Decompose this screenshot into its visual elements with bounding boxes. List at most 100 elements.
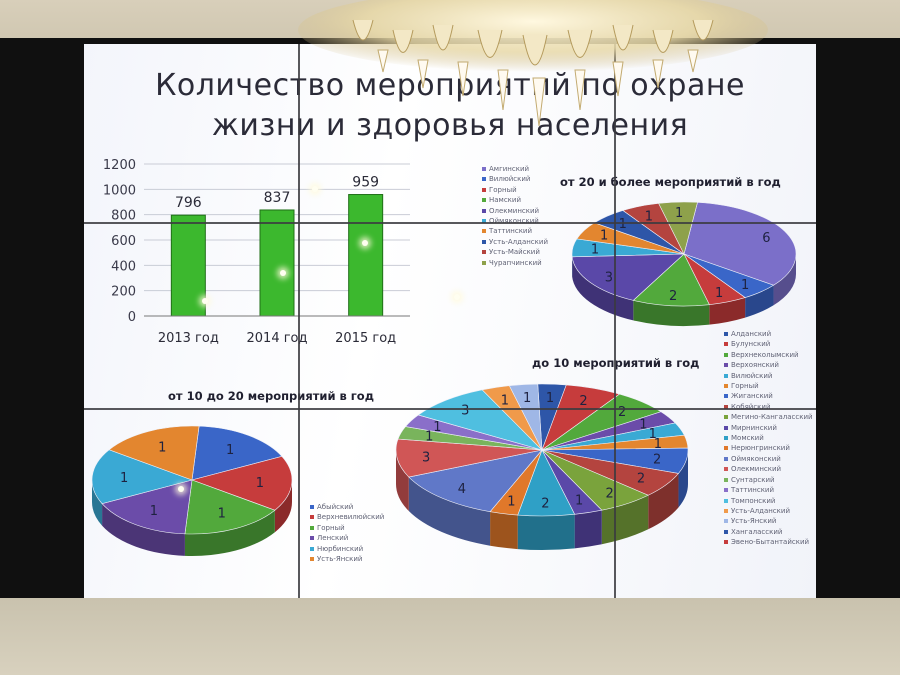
pie-slice	[108, 425, 200, 481]
legend-item: Булунский	[724, 339, 813, 349]
reflection-sparkle	[312, 186, 318, 192]
legend-label: Горный	[317, 523, 345, 532]
legend-swatch	[724, 384, 728, 389]
x-category-label: 2013 год	[158, 331, 219, 346]
pie-data-label: 3	[461, 404, 469, 419]
legend-item: Верхнеколымский	[724, 350, 813, 360]
legend-label: Таттинский	[489, 227, 533, 236]
pie-data-label: 1	[675, 206, 683, 221]
legend-swatch	[310, 546, 314, 551]
legend-swatch	[724, 415, 728, 420]
legend-label: Момский	[731, 434, 764, 443]
pie-data-label: 1	[645, 209, 653, 224]
reflection-sparkle	[280, 270, 286, 276]
reflection-sparkle	[362, 240, 368, 246]
legend-item: Хангаласский	[724, 527, 813, 537]
pie-side-wall	[709, 297, 746, 325]
legend-item: Вилюйский	[724, 371, 813, 381]
pie-slice	[190, 456, 293, 511]
legend-swatch	[310, 557, 314, 562]
panel-seam	[84, 222, 816, 224]
pie-slice	[417, 389, 544, 451]
legend-swatch	[482, 198, 486, 203]
legend-label: Верхнеколымский	[731, 350, 799, 359]
x-category-label: 2014 год	[247, 331, 308, 346]
legend-label: Оймяконский	[731, 454, 781, 463]
legend-item: Нерюнгринский	[724, 443, 813, 453]
bar	[259, 209, 295, 317]
legend-item: Сунтарский	[724, 475, 813, 485]
legend-swatch	[724, 529, 728, 534]
pie-slice	[408, 449, 543, 513]
legend-item: Верхневилюйский	[310, 512, 384, 522]
legend-item: Абыйский	[310, 502, 384, 512]
legend-label: Усть-Янский	[317, 555, 363, 564]
pie-data-label: 1	[433, 420, 441, 435]
legend-swatch	[482, 167, 486, 171]
legend-swatch	[724, 498, 728, 503]
legend-item: Горный	[482, 185, 548, 195]
legend-swatch	[724, 363, 728, 368]
pie-data-label: 3	[422, 450, 430, 465]
legend-swatch	[482, 239, 486, 244]
pie-side-wall	[648, 473, 679, 530]
legend-label: Оймяконский	[489, 217, 539, 225]
legend-item: Горный	[724, 381, 813, 391]
legend-swatch	[482, 229, 486, 234]
y-tick-label: 1200	[103, 158, 136, 173]
y-tick-label: 400	[111, 259, 136, 274]
pie-data-label: 2	[669, 289, 677, 304]
pie-side-wall	[490, 511, 518, 550]
slide-title-line-1: Количество мероприятий по охране	[155, 68, 745, 103]
legend-20-plus: Амгинский Вилюйский Горный Намский Олекминск…	[482, 164, 548, 268]
legend-swatch	[310, 515, 314, 520]
legend-item: Мегино-Кангаласский	[724, 412, 813, 422]
pie-data-label: 2	[541, 496, 549, 511]
legend-swatch	[724, 373, 728, 378]
reflection-sparkle	[178, 486, 184, 492]
legend-swatch	[724, 352, 728, 357]
legend-swatch	[482, 187, 486, 192]
legend-item: Эвено-Бытантайский	[724, 537, 813, 547]
pie-slice	[632, 253, 710, 307]
legend-item: Оймяконский	[482, 216, 548, 226]
pie-slice	[101, 479, 193, 535]
pie-side-wall	[678, 450, 688, 508]
legend-swatch	[724, 425, 728, 430]
pie-slice	[191, 425, 283, 481]
pie-side-wall	[633, 300, 710, 326]
pie-data-label: 6	[762, 231, 770, 246]
legend-item: Оймяконский	[724, 454, 813, 464]
legend-swatch	[310, 505, 314, 509]
legend-label: Томпонский	[731, 496, 776, 505]
pie-data-label: 2	[606, 487, 614, 502]
pie-slice	[395, 438, 543, 478]
pie-data-label: 2	[579, 394, 587, 409]
pie-data-label: 1	[741, 278, 749, 293]
legend-swatch	[724, 488, 728, 493]
pie-side-wall	[574, 510, 602, 549]
legend-label: Усть-Алданский	[731, 506, 790, 515]
pie-slice	[658, 201, 698, 255]
panel-seam	[298, 44, 300, 600]
legend-label: Булунский	[731, 340, 771, 349]
pie-data-label: 1	[226, 443, 234, 458]
pie-data-label: 1	[120, 471, 128, 486]
legend-label: Нюрбинский	[317, 544, 364, 553]
legend-item: Горный	[310, 523, 384, 533]
legend-swatch	[724, 540, 728, 545]
legend-label: Олекминский	[731, 465, 782, 474]
legend-label: Алданский	[731, 330, 772, 338]
pie-data-label: 1	[639, 417, 647, 432]
legend-swatch	[724, 436, 728, 441]
legend-item: Томпонский	[724, 496, 813, 506]
pie-data-label: 1	[425, 430, 433, 445]
legend-label: Вилюйский	[731, 371, 773, 380]
legend-item: Амгинский	[482, 164, 548, 174]
pie-data-label: 4	[458, 482, 466, 497]
chandelier	[298, 0, 768, 127]
legend-swatch	[724, 446, 728, 451]
pie-slice	[184, 479, 276, 535]
